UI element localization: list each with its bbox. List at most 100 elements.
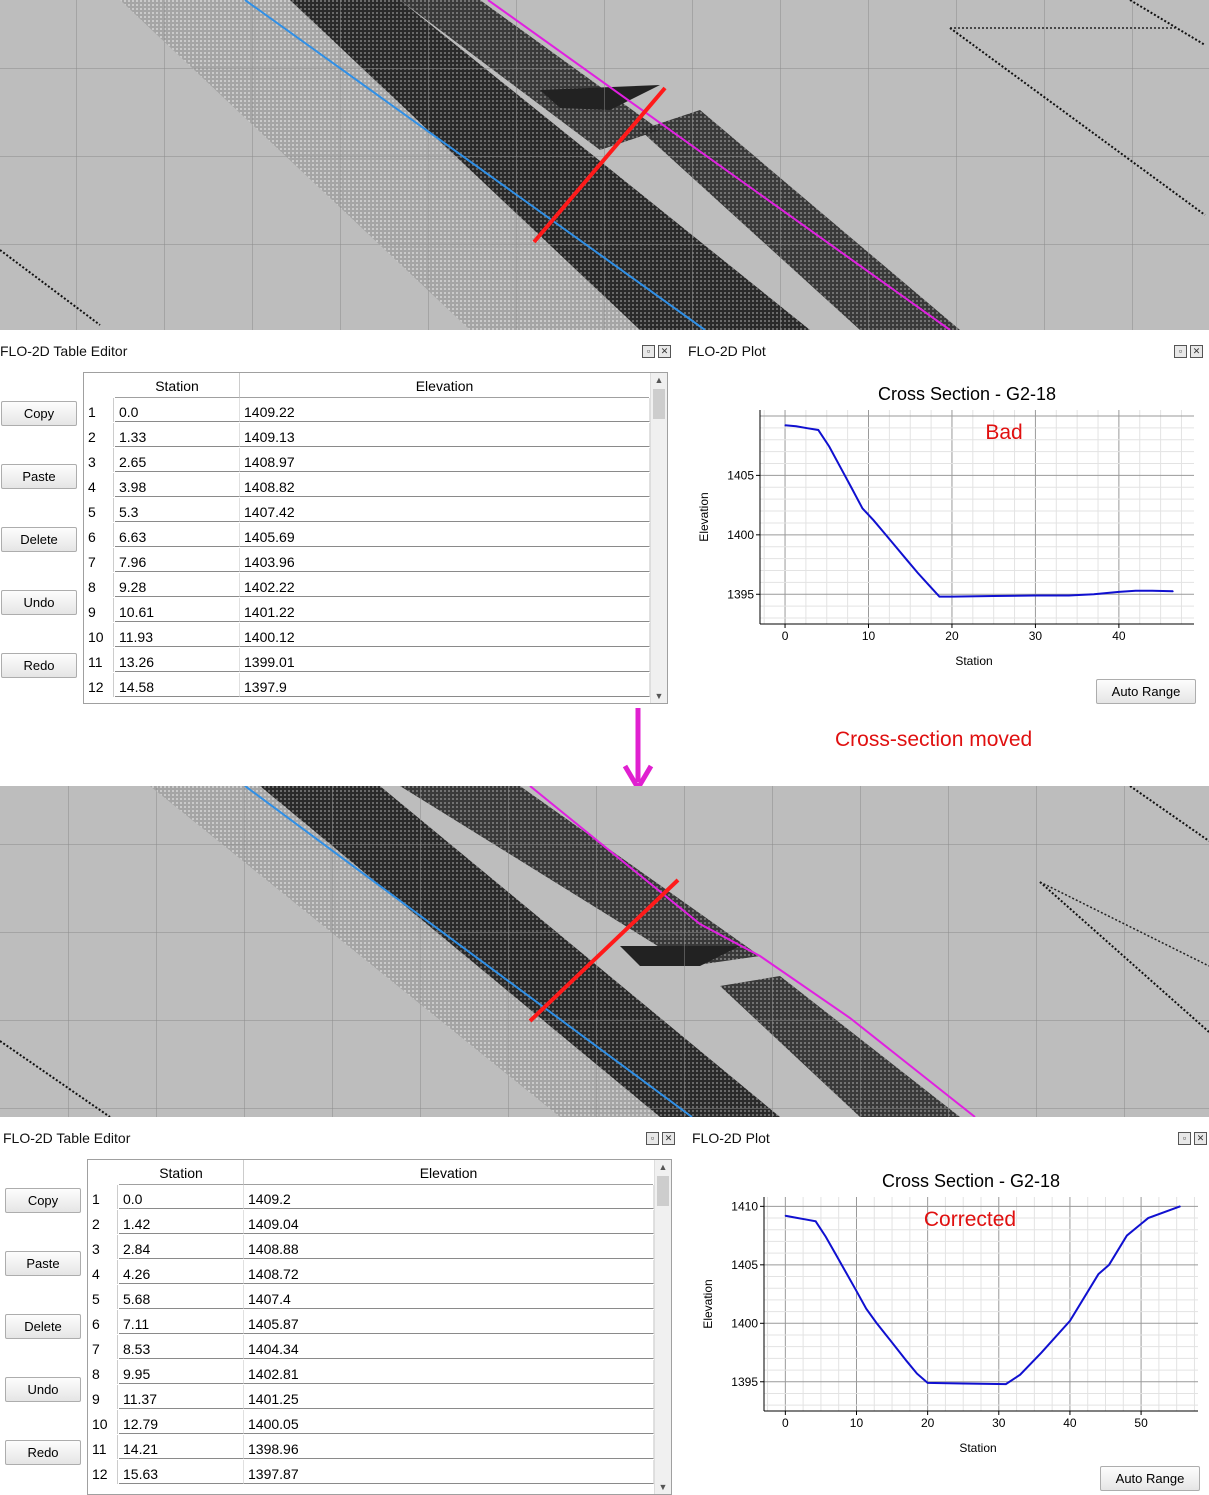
redo-button[interactable]: Redo bbox=[1, 653, 77, 678]
station-cell[interactable]: 7.11 bbox=[119, 1310, 244, 1334]
table-row[interactable]: 12 14.58 1397.9 bbox=[84, 673, 650, 698]
table-row[interactable]: 10 11.93 1400.12 bbox=[84, 623, 650, 648]
table-row[interactable]: 5 5.3 1407.42 bbox=[84, 498, 650, 523]
station-cell[interactable]: 1.42 bbox=[119, 1210, 244, 1234]
table-row[interactable]: 8 9.95 1402.81 bbox=[88, 1360, 654, 1385]
table-top[interactable]: Station Elevation 1 0.0 1409.22 2 1.33 1409.1… bbox=[83, 372, 668, 704]
row-number[interactable]: 6 bbox=[84, 523, 114, 547]
elevation-cell[interactable]: 1402.81 bbox=[244, 1360, 654, 1384]
elevation-cell[interactable]: 1404.34 bbox=[244, 1335, 654, 1359]
station-cell[interactable]: 9.28 bbox=[115, 573, 240, 597]
elevation-cell[interactable]: 1408.72 bbox=[244, 1260, 654, 1284]
delete-button[interactable]: Delete bbox=[5, 1314, 81, 1339]
elevation-cell[interactable]: 1407.42 bbox=[240, 498, 650, 522]
undo-button[interactable]: Undo bbox=[1, 590, 77, 615]
table-row[interactable]: 4 4.26 1408.72 bbox=[88, 1260, 654, 1285]
table-row[interactable]: 1 0.0 1409.22 bbox=[84, 398, 650, 423]
station-cell[interactable]: 0.0 bbox=[115, 398, 240, 422]
column-header-station[interactable]: Station bbox=[119, 1160, 244, 1185]
row-number[interactable]: 11 bbox=[84, 648, 114, 672]
table-row[interactable]: 11 14.21 1398.96 bbox=[88, 1435, 654, 1460]
table-row[interactable]: 9 10.61 1401.22 bbox=[84, 598, 650, 623]
table-row[interactable]: 9 11.37 1401.25 bbox=[88, 1385, 654, 1410]
map-canvas-top[interactable] bbox=[0, 0, 1209, 330]
close-icon[interactable]: ✕ bbox=[1190, 345, 1203, 358]
table-row[interactable]: 6 6.63 1405.69 bbox=[84, 523, 650, 548]
redo-button[interactable]: Redo bbox=[5, 1440, 81, 1465]
row-number[interactable]: 10 bbox=[88, 1410, 118, 1434]
row-number[interactable]: 3 bbox=[84, 448, 114, 472]
table-scrollbar[interactable]: ▲ ▼ bbox=[650, 373, 667, 703]
row-number[interactable]: 11 bbox=[88, 1435, 118, 1459]
row-number[interactable]: 4 bbox=[84, 473, 114, 497]
map-canvas-bottom[interactable] bbox=[0, 786, 1209, 1117]
auto-range-button-bottom[interactable]: Auto Range bbox=[1100, 1466, 1200, 1491]
elevation-cell[interactable]: 1405.69 bbox=[240, 523, 650, 547]
station-cell[interactable]: 11.93 bbox=[115, 623, 240, 647]
elevation-cell[interactable]: 1401.25 bbox=[244, 1385, 654, 1409]
table-bottom[interactable]: Station Elevation 1 0.0 1409.2 2 1.42 1409.04… bbox=[87, 1159, 672, 1495]
table-row[interactable]: 7 8.53 1404.34 bbox=[88, 1335, 654, 1360]
station-cell[interactable]: 15.63 bbox=[119, 1460, 244, 1484]
row-number[interactable]: 9 bbox=[88, 1385, 118, 1409]
table-row[interactable]: 3 2.65 1408.97 bbox=[84, 448, 650, 473]
row-number[interactable]: 12 bbox=[84, 673, 114, 697]
table-row[interactable]: 2 1.33 1409.13 bbox=[84, 423, 650, 448]
table-row[interactable]: 11 13.26 1399.01 bbox=[84, 648, 650, 673]
table-row[interactable]: 7 7.96 1403.96 bbox=[84, 548, 650, 573]
station-cell[interactable]: 5.3 bbox=[115, 498, 240, 522]
row-number[interactable]: 5 bbox=[88, 1285, 118, 1309]
elevation-cell[interactable]: 1398.96 bbox=[244, 1435, 654, 1459]
row-number[interactable]: 8 bbox=[88, 1360, 118, 1384]
delete-button[interactable]: Delete bbox=[1, 527, 77, 552]
table-row[interactable]: 2 1.42 1409.04 bbox=[88, 1210, 654, 1235]
column-header-station[interactable]: Station bbox=[115, 373, 240, 398]
copy-button[interactable]: Copy bbox=[1, 401, 77, 426]
row-number[interactable]: 3 bbox=[88, 1235, 118, 1259]
row-number[interactable]: 7 bbox=[88, 1335, 118, 1359]
station-cell[interactable]: 10.61 bbox=[115, 598, 240, 622]
close-icon[interactable]: ✕ bbox=[1194, 1132, 1207, 1145]
paste-button[interactable]: Paste bbox=[1, 464, 77, 489]
row-number[interactable]: 12 bbox=[88, 1460, 118, 1484]
plot-dock-controls-bottom[interactable]: ▫ ✕ bbox=[1178, 1132, 1207, 1145]
elevation-cell[interactable]: 1405.87 bbox=[244, 1310, 654, 1334]
row-number[interactable]: 1 bbox=[88, 1185, 118, 1209]
float-icon[interactable]: ▫ bbox=[642, 345, 655, 358]
column-header-elevation[interactable]: Elevation bbox=[240, 373, 649, 398]
elevation-cell[interactable]: 1399.01 bbox=[240, 648, 650, 672]
paste-button[interactable]: Paste bbox=[5, 1251, 81, 1276]
elevation-cell[interactable]: 1409.2 bbox=[244, 1185, 654, 1209]
scroll-thumb[interactable] bbox=[657, 1176, 669, 1206]
close-icon[interactable]: ✕ bbox=[662, 1132, 675, 1145]
table-editor-dock-controls-bottom[interactable]: ▫ ✕ bbox=[646, 1132, 675, 1145]
table-row[interactable]: 6 7.11 1405.87 bbox=[88, 1310, 654, 1335]
table-row[interactable]: 1 0.0 1409.2 bbox=[88, 1185, 654, 1210]
table-row[interactable]: 8 9.28 1402.22 bbox=[84, 573, 650, 598]
row-number[interactable]: 6 bbox=[88, 1310, 118, 1334]
elevation-cell[interactable]: 1409.13 bbox=[240, 423, 650, 447]
row-number[interactable]: 8 bbox=[84, 573, 114, 597]
elevation-cell[interactable]: 1408.97 bbox=[240, 448, 650, 472]
elevation-cell[interactable]: 1400.05 bbox=[244, 1410, 654, 1434]
row-number[interactable]: 4 bbox=[88, 1260, 118, 1284]
auto-range-button-top[interactable]: Auto Range bbox=[1096, 679, 1196, 704]
scroll-thumb[interactable] bbox=[653, 389, 665, 419]
row-number[interactable]: 10 bbox=[84, 623, 114, 647]
station-cell[interactable]: 0.0 bbox=[119, 1185, 244, 1209]
row-number[interactable]: 7 bbox=[84, 548, 114, 572]
station-cell[interactable]: 9.95 bbox=[119, 1360, 244, 1384]
float-icon[interactable]: ▫ bbox=[646, 1132, 659, 1145]
elevation-cell[interactable]: 1402.22 bbox=[240, 573, 650, 597]
table-row[interactable]: 12 15.63 1397.87 bbox=[88, 1460, 654, 1485]
plot-area-top[interactable]: 0 10 20 30 40 1395 1400 1405 Cross Section - G2-… bbox=[694, 374, 1195, 670]
row-number[interactable]: 5 bbox=[84, 498, 114, 522]
float-icon[interactable]: ▫ bbox=[1178, 1132, 1191, 1145]
elevation-cell[interactable]: 1400.12 bbox=[240, 623, 650, 647]
row-number[interactable]: 2 bbox=[84, 423, 114, 447]
undo-button[interactable]: Undo bbox=[5, 1377, 81, 1402]
station-cell[interactable]: 2.84 bbox=[119, 1235, 244, 1259]
scroll-up-icon[interactable]: ▲ bbox=[658, 1162, 668, 1172]
plot-area-bottom[interactable]: 0 10 20 30 40 50 1395 1400 1405 1410 Cross Section… bbox=[698, 1161, 1199, 1457]
elevation-cell[interactable]: 1397.9 bbox=[240, 673, 650, 697]
